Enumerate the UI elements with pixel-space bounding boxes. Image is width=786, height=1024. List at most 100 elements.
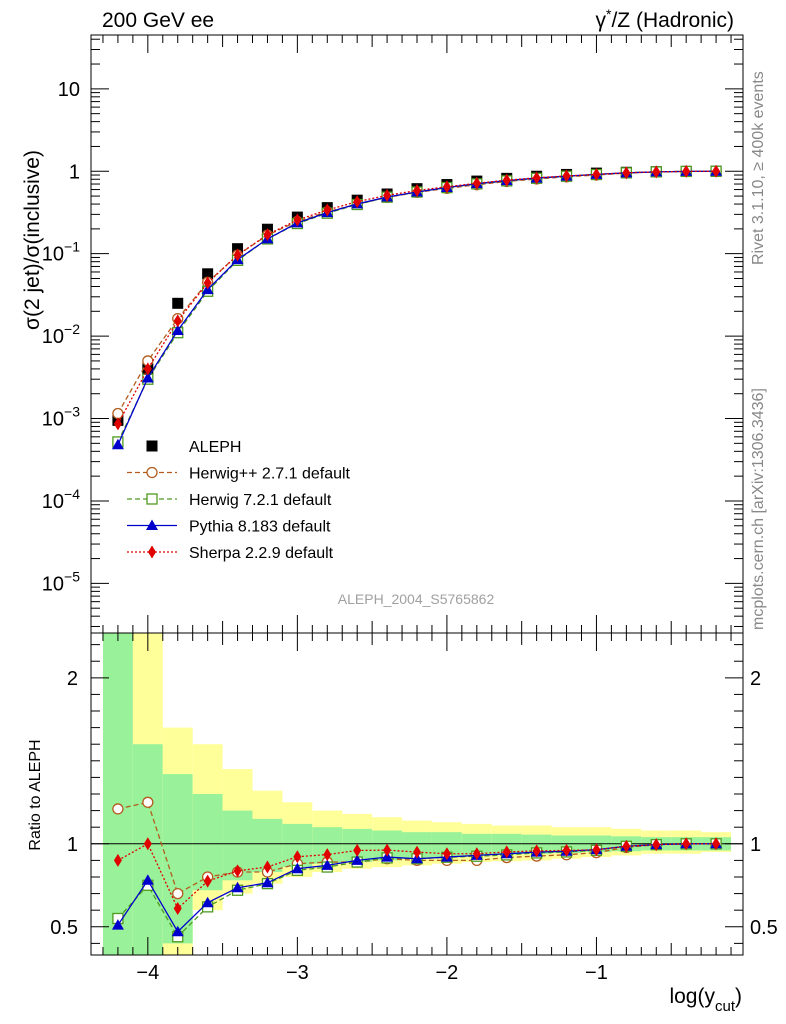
main-point bbox=[622, 166, 631, 180]
main-point bbox=[413, 183, 421, 197]
ratio-point bbox=[233, 864, 242, 878]
axes-ticks: 10−5 10−4 10−3 10−2 10−1 1 10 0.5 0.5 1 1 2 2 −4 −3 −2 −… bbox=[42, 35, 778, 984]
x-tick-label: −4 bbox=[136, 962, 159, 984]
ratio-point bbox=[141, 874, 154, 885]
ratio-point bbox=[231, 881, 244, 893]
main-point bbox=[712, 164, 721, 178]
main-y-tick-label: 10−3 bbox=[42, 404, 80, 431]
main-point bbox=[143, 362, 152, 376]
ratio-point bbox=[112, 803, 124, 815]
legend-marker bbox=[146, 440, 158, 452]
legend-label: Herwig 7.2.1 default bbox=[189, 492, 332, 509]
ratio-y-tick-label-left: 2 bbox=[67, 668, 78, 690]
main-point bbox=[323, 203, 332, 217]
ratio-point bbox=[203, 874, 212, 888]
main-point bbox=[111, 438, 124, 450]
ratio-y-tick-label-left: 0.5 bbox=[50, 917, 78, 939]
legend: ALEPH Herwig++ 2.7.1 default Herwig 7.2.1 … bbox=[127, 439, 351, 562]
main-point bbox=[592, 167, 601, 181]
ratio-point bbox=[143, 837, 152, 851]
x-axis-label: log(ycut) bbox=[669, 985, 742, 1015]
ratio-point bbox=[113, 853, 122, 867]
ratio-point bbox=[142, 796, 154, 808]
ratio-point bbox=[171, 925, 184, 937]
ratio-y-tick-label-right: 0.5 bbox=[750, 917, 778, 939]
ratio-point bbox=[472, 847, 481, 861]
ratio-point bbox=[532, 844, 541, 858]
ratio-point bbox=[263, 860, 272, 874]
ratio-point bbox=[293, 850, 302, 864]
header-left: 200 GeV ee bbox=[102, 9, 214, 32]
x-tick-label: −1 bbox=[585, 962, 608, 984]
ratio-point bbox=[201, 896, 214, 908]
main-point bbox=[353, 195, 362, 209]
ratio-y-tick-label-left: 1 bbox=[67, 834, 78, 856]
x-tick-label: −3 bbox=[286, 962, 309, 984]
main-point bbox=[171, 324, 184, 335]
ratio-panel-series bbox=[111, 796, 723, 943]
legend-label: Pythia 8.183 default bbox=[189, 519, 331, 536]
main-point bbox=[652, 165, 661, 179]
legend-marker bbox=[146, 466, 158, 479]
main-y-tick-label: 10 bbox=[58, 79, 80, 101]
header-right: γ*/Z (Hadronic) bbox=[596, 6, 734, 32]
ratio-y-axis-label: Ratio to ALEPH bbox=[27, 739, 44, 850]
x-tick-label: −2 bbox=[436, 962, 459, 984]
main-y-axis-label: σ(2 jet)/σ(inclusive) bbox=[21, 150, 44, 330]
main-y-tick-label: 10−2 bbox=[42, 321, 80, 348]
ratio-point bbox=[622, 839, 631, 853]
main-point bbox=[442, 180, 451, 194]
ratio-y-tick-label-right: 1 bbox=[750, 834, 761, 856]
ratio-point bbox=[383, 843, 392, 857]
ratio-point bbox=[111, 919, 124, 930]
band-inner-bin bbox=[461, 833, 492, 856]
ratio-point bbox=[351, 854, 364, 865]
main-y-tick-label: 10−5 bbox=[42, 568, 80, 595]
legend-label: Sherpa 2.2.9 default bbox=[189, 545, 334, 562]
ratio-point bbox=[712, 837, 721, 851]
analysis-watermark: ALEPH_2004_S5765862 bbox=[338, 591, 495, 607]
main-point bbox=[203, 276, 212, 290]
main-point bbox=[562, 169, 571, 183]
rivet-version-text: Rivet 3.1.10, ≥ 400k events bbox=[750, 71, 767, 265]
main-y-tick-label: 1 bbox=[69, 161, 80, 183]
main-point bbox=[233, 248, 242, 262]
legend-label: Herwig++ 2.7.1 default bbox=[189, 466, 351, 483]
ratio-point bbox=[682, 837, 691, 851]
ratio-y-tick-label-right: 2 bbox=[750, 668, 761, 690]
mcplots-reference-text: mcplots.cern.ch [arXiv:1306.3436] bbox=[750, 388, 767, 630]
main-point bbox=[113, 417, 122, 431]
main-point bbox=[293, 213, 302, 227]
legend-label: ALEPH bbox=[189, 439, 241, 456]
main-point bbox=[172, 297, 184, 309]
main-y-tick-label: 10−1 bbox=[42, 239, 80, 266]
ratio-point bbox=[502, 845, 511, 859]
ratio-point bbox=[562, 843, 571, 857]
main-point bbox=[263, 228, 272, 242]
main-point bbox=[383, 188, 392, 202]
ratio-point bbox=[652, 838, 661, 852]
main-point bbox=[141, 372, 154, 383]
main-point bbox=[112, 407, 124, 420]
main-panel-series bbox=[111, 164, 723, 450]
legend-marker bbox=[146, 519, 158, 530]
ratio-point bbox=[172, 887, 184, 900]
main-point bbox=[173, 314, 182, 328]
ratio-point bbox=[323, 848, 332, 862]
band-inner-bin bbox=[102, 633, 133, 955]
ratio-point bbox=[442, 847, 451, 861]
ratio-line-Sherpa 2.2.9 default bbox=[117, 842, 717, 910]
legend-marker bbox=[146, 493, 158, 505]
main-point bbox=[202, 268, 214, 280]
main-point bbox=[532, 171, 541, 185]
main-point bbox=[682, 164, 691, 178]
ratio-point bbox=[173, 902, 182, 916]
legend-marker bbox=[148, 545, 156, 559]
ratio-point bbox=[291, 862, 304, 874]
ratio-point bbox=[592, 843, 601, 857]
ratio-point bbox=[321, 859, 334, 870]
main-point bbox=[502, 173, 511, 187]
ratio-point bbox=[353, 843, 362, 857]
ratio-point bbox=[261, 876, 274, 888]
